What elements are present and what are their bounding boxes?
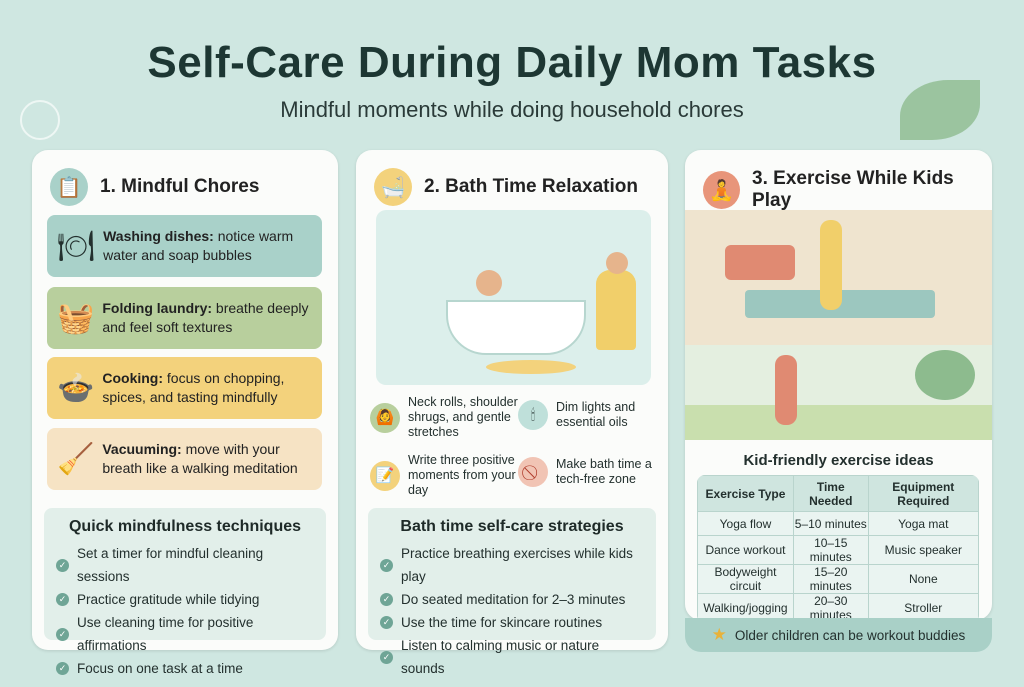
list-item: ✓ Practice breathing exercises while kids…: [380, 542, 644, 588]
leaves-decoration: [900, 80, 980, 140]
vacuum-icon: 🧹: [57, 442, 95, 476]
tip-stretches: 🙆 Neck rolls, shoulder shrugs, and gentle…: [370, 395, 530, 440]
bubbles-decoration: [20, 100, 60, 140]
bath-illustration: [376, 210, 651, 385]
check-icon: ✓: [380, 650, 393, 664]
table-row: Bodyweight circuit 15–20 minutes None: [697, 564, 979, 594]
page-subtitle: Mindful moments while doing household ch…: [280, 97, 744, 122]
diffuser-icon: 🕯: [518, 400, 548, 430]
park-illustration: [685, 345, 992, 440]
list-item: ✓ Focus on one task at a time: [56, 657, 314, 680]
card-title: 1. Mindful Chores: [100, 176, 260, 197]
table-title: Kid-friendly exercise ideas: [743, 452, 934, 469]
dishes-icon: 🍽: [57, 229, 96, 263]
exercise-table: Exercise Type Time Needed Equipment Requir…: [697, 475, 979, 623]
living-room-illustration: [685, 210, 992, 345]
table-row: Dance workout 10–15 minutes Music speaker: [697, 535, 979, 565]
tip-tech-free: ⃠Make bath time a tech-free zone: [518, 457, 658, 487]
workout-buddies-note: ★ Older children can be workout buddies: [685, 618, 992, 652]
page-title: Self-Care During Daily Mom Tasks: [147, 38, 877, 87]
star-icon: ★: [711, 625, 727, 644]
laundry-basket-icon: 🧺: [57, 301, 95, 335]
task-cooking: 🍲 Cooking: focus on chopping, spices, and…: [47, 357, 322, 419]
mindfulness-techniques-panel: Quick mindfulness techniques ✓ Set a time…: [44, 508, 326, 676]
bathtub-icon: 🛁: [374, 168, 412, 206]
task-vacuuming: 🧹 Vacuuming: move with your breath like a…: [47, 428, 322, 490]
task-folding-laundry: 🧺 Folding laundry: breathe deeply and fee…: [47, 287, 322, 349]
tip-dim-lights: 🕯 Dim lights and essential oils: [518, 400, 658, 430]
card-title: 3. Exercise While Kids Play: [752, 168, 954, 211]
check-icon: ✓: [380, 593, 393, 606]
yoga-mat-icon: 🧘: [703, 171, 741, 209]
list-item: ✓ Do seated meditation for 2–3 minutes: [380, 588, 644, 611]
list-item: ✓ Use cleaning time for positive affirmat…: [56, 611, 314, 657]
bath-strategies-panel: Bath time self-care strategies ✓ Practice…: [368, 508, 656, 676]
no-phone-icon: ⃠: [518, 457, 548, 487]
list-item: ✓ Use the time for skincare routines: [380, 611, 644, 634]
check-icon: ✓: [56, 558, 69, 572]
tip-journal: 📝 Write three positive moments from your …: [370, 453, 520, 498]
clipboard-icon: 📋: [50, 168, 88, 206]
journal-icon: 📝: [370, 460, 400, 491]
mindful-chores-card: 📋 1. Mindful Chores 🍽 Washing dishes: noti…: [32, 150, 338, 676]
table-row: Yoga flow 5–10 minutes Yoga mat: [697, 511, 979, 536]
list-item: ✓ Set a timer for mindful cleaning sessio…: [56, 542, 314, 588]
check-icon: ✓: [56, 662, 69, 675]
panel-title: Bath time self-care strategies: [400, 518, 624, 535]
list-item: ✓ Listen to calming music or nature sound…: [380, 634, 644, 680]
panel-title: Quick mindfulness techniques: [68, 518, 302, 535]
check-icon: ✓: [380, 558, 393, 572]
check-icon: ✓: [380, 616, 393, 629]
card-title: 2. Bath Time Relaxation: [424, 176, 638, 197]
check-icon: ✓: [56, 627, 69, 641]
exercise-card: 🧘 3. Exercise While Kids Play Kid-friendl…: [685, 150, 992, 623]
list-item: ✓ Practice gratitude while tidying: [56, 588, 314, 611]
check-icon: ✓: [56, 593, 69, 606]
stretch-icon: 🙆: [370, 402, 400, 433]
task-washing-dishes: 🍽 Washing dishes: notice warm water and s…: [47, 215, 322, 277]
bath-time-card: 🛁 2. Bath Time Relaxation 🙆 Neck rolls, sh…: [356, 150, 668, 676]
pot-icon: 🍲: [57, 371, 95, 405]
